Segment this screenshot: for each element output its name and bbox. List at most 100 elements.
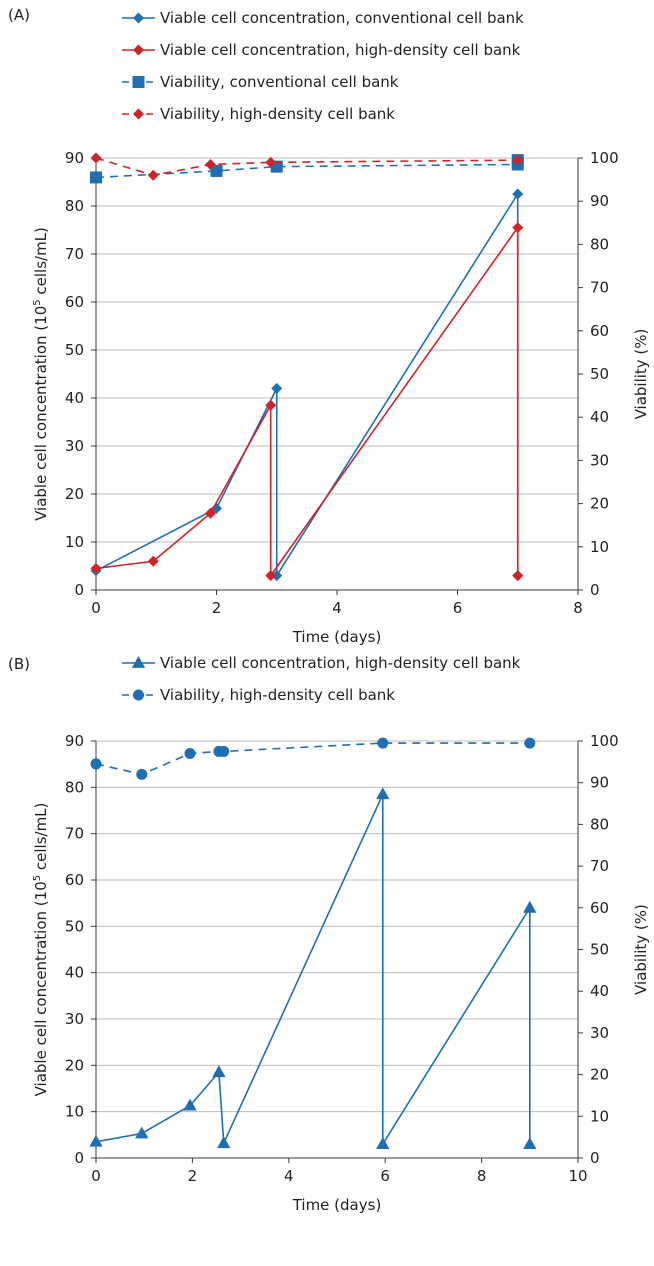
y-axis-title-sup: 5 bbox=[32, 875, 43, 881]
data-point bbox=[512, 222, 524, 234]
series-1 bbox=[90, 737, 536, 780]
data-point bbox=[90, 562, 102, 574]
series-line bbox=[95, 742, 530, 776]
legend-label: Viability, high-density cell bank bbox=[160, 686, 395, 704]
y2-tick-label: 50 bbox=[590, 365, 609, 383]
y2-tick-label: 50 bbox=[590, 941, 609, 959]
data-point bbox=[377, 737, 389, 749]
y-tick-label: 30 bbox=[65, 1010, 84, 1028]
series-3 bbox=[90, 152, 524, 181]
y-axis-title-sup: 5 bbox=[32, 299, 43, 305]
y-tick-label: 40 bbox=[65, 389, 84, 407]
y2-tick-label: 80 bbox=[590, 235, 609, 253]
legend-label: Viable cell concentration, conventional … bbox=[160, 9, 524, 27]
y2-tick-label: 0 bbox=[590, 1149, 600, 1167]
y-tick-label: 50 bbox=[65, 341, 84, 359]
data-point bbox=[90, 758, 102, 770]
data-point bbox=[184, 748, 196, 760]
x-axis-title: Time (days) bbox=[292, 1196, 382, 1214]
y2-tick-label: 20 bbox=[590, 495, 609, 513]
y2-tick-label: 80 bbox=[590, 815, 609, 833]
series-1 bbox=[90, 222, 524, 582]
x-tick-label: 2 bbox=[188, 1167, 198, 1185]
legend-entry: Viable cell concentration, high-density … bbox=[122, 41, 521, 59]
x-tick-label: 8 bbox=[573, 599, 583, 617]
data-point bbox=[210, 164, 223, 177]
chart-panel-b: (B)0102030405060708090010203040506070809… bbox=[8, 654, 650, 1214]
x-tick-label: 10 bbox=[568, 1167, 587, 1185]
y-tick-label: 80 bbox=[65, 197, 84, 215]
data-point bbox=[523, 1137, 537, 1149]
y-axis-title-main: Viable cell concentration (10 bbox=[32, 881, 50, 1096]
data-point bbox=[211, 502, 222, 514]
data-point bbox=[265, 570, 277, 582]
legend-marker bbox=[133, 689, 144, 701]
y-axis-title-tail: cells/mL) bbox=[32, 803, 50, 875]
y-tick-label: 20 bbox=[65, 1056, 84, 1074]
y2-tick-label: 30 bbox=[590, 451, 609, 469]
y-tick-label: 0 bbox=[74, 581, 84, 599]
y-tick-label: 90 bbox=[65, 732, 84, 750]
legend-entry: Viable cell concentration, conventional … bbox=[122, 9, 524, 27]
y2-tick-label: 90 bbox=[590, 774, 609, 792]
legend-label: Viable cell concentration, high-density … bbox=[160, 654, 521, 672]
y-tick-label: 0 bbox=[74, 1149, 84, 1167]
data-point bbox=[217, 1136, 231, 1149]
data-point bbox=[204, 158, 216, 170]
legend-marker bbox=[132, 76, 145, 88]
data-point bbox=[147, 169, 159, 181]
x-tick-label: 8 bbox=[477, 1167, 487, 1185]
legend-label: Viability, conventional cell bank bbox=[160, 73, 399, 91]
y-tick-label: 10 bbox=[65, 1103, 84, 1121]
x-tick-label: 4 bbox=[284, 1167, 294, 1185]
y2-tick-label: 10 bbox=[590, 538, 609, 556]
y-axis-title: Viable cell concentration (105 cells/mL) bbox=[32, 803, 50, 1097]
y-tick-label: 50 bbox=[65, 917, 84, 935]
legend-marker bbox=[133, 108, 144, 120]
y-tick-label: 90 bbox=[65, 149, 84, 167]
series-2 bbox=[90, 154, 524, 184]
data-point bbox=[376, 1137, 390, 1149]
legend-entry: Viable cell concentration, high-density … bbox=[122, 654, 521, 672]
y2-tick-label: 70 bbox=[590, 279, 609, 297]
x-tick-label: 4 bbox=[332, 599, 342, 617]
y-axis-title-main: Viable cell concentration (10 bbox=[32, 306, 50, 521]
legend-label: Viable cell concentration, high-density … bbox=[160, 41, 521, 59]
y-tick-label: 60 bbox=[65, 293, 84, 311]
data-point bbox=[524, 737, 536, 749]
series-0 bbox=[89, 787, 537, 1149]
data-point bbox=[136, 768, 148, 780]
y-tick-label: 10 bbox=[65, 533, 84, 551]
y2-axis-title: Viability (%) bbox=[632, 329, 650, 420]
y-tick-label: 60 bbox=[65, 871, 84, 889]
y2-tick-label: 60 bbox=[590, 899, 609, 917]
y2-tick-label: 70 bbox=[590, 857, 609, 875]
y-tick-label: 70 bbox=[65, 245, 84, 263]
panel-label: (A) bbox=[8, 6, 30, 24]
y2-tick-label: 10 bbox=[590, 1107, 609, 1125]
data-point bbox=[512, 570, 524, 582]
legend-marker bbox=[131, 656, 146, 668]
x-tick-label: 6 bbox=[453, 599, 463, 617]
data-point bbox=[376, 787, 390, 800]
x-tick-label: 0 bbox=[91, 599, 101, 617]
data-point bbox=[212, 1065, 226, 1078]
y2-tick-label: 90 bbox=[590, 192, 609, 210]
y-axis-title-tail: cells/mL) bbox=[32, 227, 50, 299]
series-line bbox=[95, 226, 519, 577]
legend-marker bbox=[133, 12, 144, 24]
data-point bbox=[89, 1134, 103, 1147]
data-point bbox=[147, 555, 159, 567]
y-tick-label: 70 bbox=[65, 825, 84, 843]
data-point bbox=[183, 1098, 197, 1111]
data-point bbox=[218, 745, 230, 757]
y2-tick-label: 40 bbox=[590, 982, 609, 1000]
data-point bbox=[135, 1126, 149, 1139]
x-tick-label: 6 bbox=[380, 1167, 390, 1185]
y-tick-label: 40 bbox=[65, 964, 84, 982]
data-point bbox=[271, 570, 283, 582]
y2-tick-label: 0 bbox=[590, 581, 600, 599]
y2-tick-label: 40 bbox=[590, 408, 609, 426]
x-tick-label: 2 bbox=[212, 599, 222, 617]
y-tick-label: 30 bbox=[65, 437, 84, 455]
